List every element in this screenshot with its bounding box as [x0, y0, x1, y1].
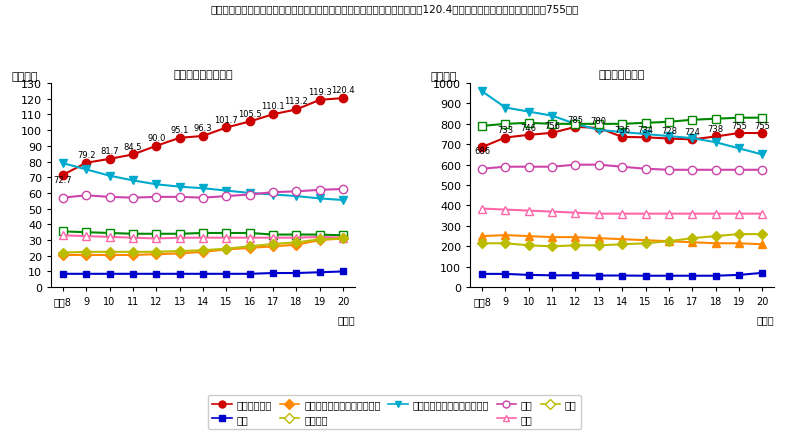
- Text: （年）: （年）: [337, 314, 355, 324]
- Legend: 情報通信産業, 鉄鋼, 電気機械（除情報通信機器）, 輸送機械, 建設（除電気通信施設建設）, , 卸売, 小売, 運輸: 情報通信産業, 鉄鋼, 電気機械（除情報通信機器）, 輸送機械, 建設（除電気通…: [208, 395, 581, 429]
- Text: （年）: （年）: [757, 314, 774, 324]
- Text: 724: 724: [684, 128, 700, 137]
- Text: 110.1: 110.1: [261, 102, 285, 111]
- Text: 情報通信産業の生産活動による産業全体への付加価値誘発額は全産業最大の120.4兆円、雇用誘発数は小売についで755万人: 情報通信産業の生産活動による産業全体への付加価値誘発額は全産業最大の120.4兆…: [211, 4, 578, 14]
- Text: 738: 738: [708, 125, 724, 134]
- Text: 119.3: 119.3: [308, 88, 331, 97]
- Text: 96.3: 96.3: [193, 124, 212, 133]
- Text: 686: 686: [474, 147, 490, 156]
- Text: （兆円）: （兆円）: [12, 72, 38, 82]
- Text: 755: 755: [731, 122, 747, 131]
- Text: 72.7: 72.7: [54, 175, 72, 184]
- Text: 101.7: 101.7: [215, 115, 238, 124]
- Text: 736: 736: [614, 125, 630, 135]
- Text: 734: 734: [638, 126, 653, 135]
- Text: 90.0: 90.0: [147, 134, 166, 142]
- Text: 84.5: 84.5: [124, 142, 142, 151]
- Text: 81.7: 81.7: [100, 147, 119, 155]
- Text: 79.2: 79.2: [77, 151, 95, 159]
- Text: （万人）: （万人）: [431, 72, 458, 82]
- Text: 113.2: 113.2: [285, 97, 308, 106]
- Title: （付加価値誘発額）: （付加価値誘発額）: [173, 70, 233, 80]
- Text: 785: 785: [567, 115, 583, 125]
- Text: 755: 755: [754, 122, 770, 131]
- Text: 733: 733: [497, 126, 514, 135]
- Text: 105.5: 105.5: [238, 109, 261, 118]
- Text: 746: 746: [521, 124, 537, 132]
- Text: 728: 728: [661, 127, 677, 136]
- Text: 120.4: 120.4: [331, 86, 355, 95]
- Text: 780: 780: [591, 117, 607, 125]
- Text: 756: 756: [544, 122, 560, 131]
- Text: 95.1: 95.1: [170, 125, 189, 135]
- Title: （雇用誘発数）: （雇用誘発数）: [599, 70, 645, 80]
